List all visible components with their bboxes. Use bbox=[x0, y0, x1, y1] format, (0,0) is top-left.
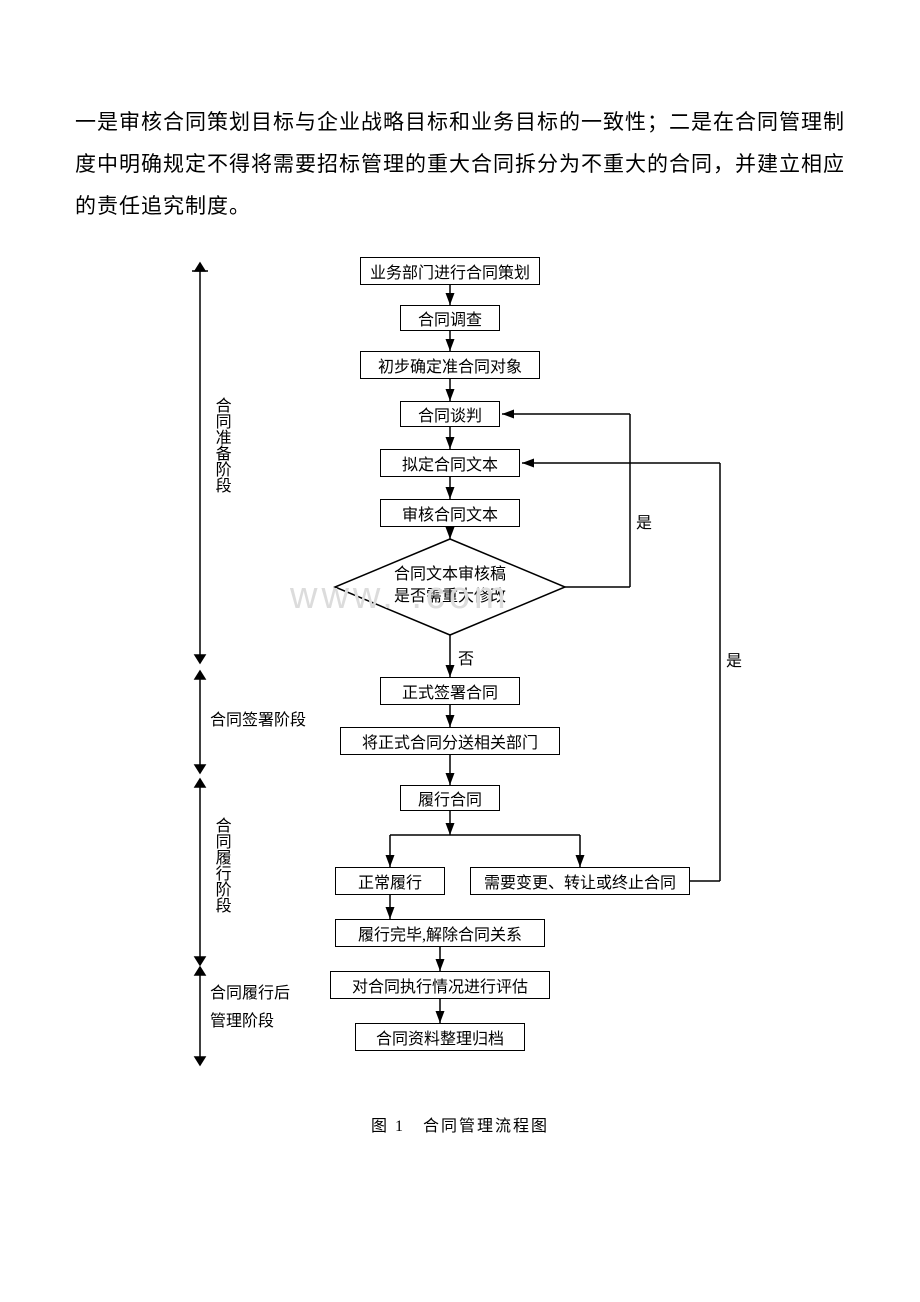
phase-label-perform: 合同履行阶段 bbox=[212, 817, 230, 913]
phase-label-sign: 合同签署阶段 bbox=[210, 712, 306, 730]
intro-paragraph: 一是审核合同策划目标与企业战略目标和业务目标的一致性；二是在合同管理制度中明确规… bbox=[75, 101, 845, 227]
node-evaluate: 对合同执行情况进行评估 bbox=[330, 971, 550, 999]
phase-label-post-a: 合同履行后 bbox=[210, 985, 290, 1003]
phase-label-prep: 合同准备阶段 bbox=[212, 397, 230, 493]
node-review: 审核合同文本 bbox=[380, 499, 520, 527]
node-negotiate: 合同谈判 bbox=[400, 401, 500, 427]
decision-line1: 合同文本审核稿 bbox=[394, 565, 506, 583]
decision-line2: 是否需重大修改 bbox=[394, 587, 506, 605]
decision-yes-label-2: 是 bbox=[726, 647, 742, 671]
flowchart-container: www. .com bbox=[180, 257, 740, 1087]
decision-no-label: 否 bbox=[458, 645, 474, 669]
figure-caption: 图 1 合同管理流程图 bbox=[75, 1112, 845, 1136]
node-change-terminate: 需要变更、转让或终止合同 bbox=[470, 867, 690, 895]
node-complete: 履行完毕,解除合同关系 bbox=[335, 919, 545, 947]
node-plan: 业务部门进行合同策划 bbox=[360, 257, 540, 285]
node-investigate: 合同调查 bbox=[400, 305, 500, 331]
node-draft: 拟定合同文本 bbox=[380, 449, 520, 477]
node-perform: 履行合同 bbox=[400, 785, 500, 811]
node-normal-perform: 正常履行 bbox=[335, 867, 445, 895]
decision-yes-label-1: 是 bbox=[636, 509, 652, 533]
node-sign: 正式签署合同 bbox=[380, 677, 520, 705]
node-identify-party: 初步确定准合同对象 bbox=[360, 351, 540, 379]
node-distribute: 将正式合同分送相关部门 bbox=[340, 727, 560, 755]
phase-label-post-b: 管理阶段 bbox=[210, 1013, 274, 1031]
flowchart-svg: 合同文本审核稿 是否需重大修改 bbox=[180, 257, 740, 1087]
node-archive: 合同资料整理归档 bbox=[355, 1023, 525, 1051]
